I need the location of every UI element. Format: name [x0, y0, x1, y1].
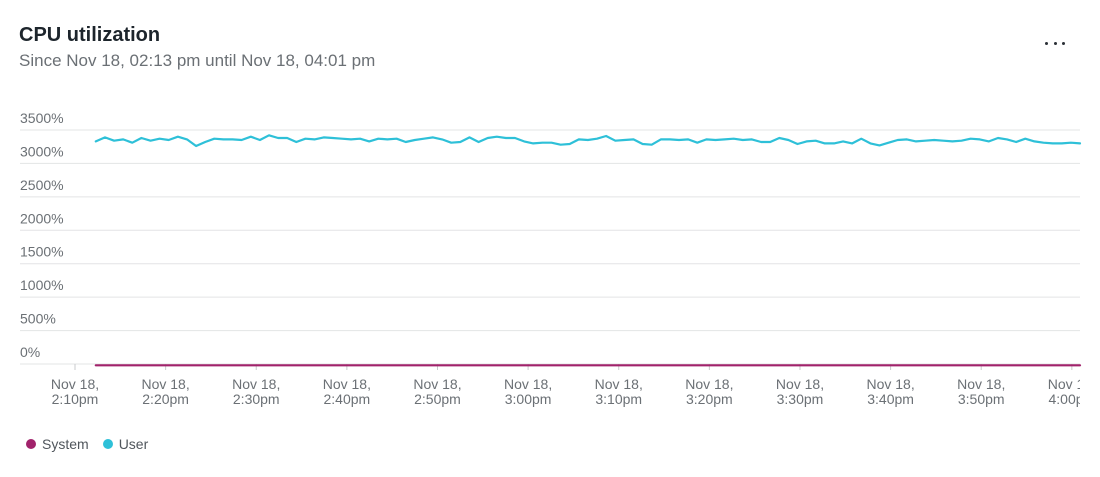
chart-subtitle: Since Nov 18, 02:13 pm until Nov 18, 04:… [19, 51, 376, 70]
y-tick-label: 3500% [20, 110, 64, 126]
x-tick-label: 2:30pm [233, 391, 280, 407]
x-tick-label: Nov 18, [866, 376, 914, 392]
x-tick-label: 3:30pm [777, 391, 824, 407]
x-tick-label: 2:10pm [52, 391, 99, 407]
legend-label-user: User [118, 436, 149, 452]
x-tick-label: 3:50pm [958, 391, 1005, 407]
x-tick-label: Nov 18, [685, 376, 733, 392]
more-options-button[interactable] [1045, 36, 1065, 50]
x-tick-label: 2:20pm [142, 391, 189, 407]
x-tick-label: Nov 18, [504, 376, 552, 392]
x-tick-label: Nov 18, [413, 376, 461, 392]
x-tick-label: Nov 18, [51, 376, 99, 392]
x-tick-label: 3:20pm [686, 391, 733, 407]
y-tick-label: 2000% [20, 210, 64, 226]
x-tick-label: Nov 18, [776, 376, 824, 392]
y-tick-label: 1500% [20, 244, 64, 260]
x-tick-label: Nov 18, [323, 376, 371, 392]
x-tick-label: Nov 18, [141, 376, 189, 392]
x-tick-label: 3:00pm [505, 391, 552, 407]
more-horizontal-icon [1045, 41, 1048, 45]
legend-item-user[interactable]: User [102, 436, 149, 452]
y-tick-label: 0% [20, 344, 40, 360]
chart-header: CPU utilization Since Nov 18, 02:13 pm u… [19, 22, 1081, 73]
legend-label-system: System [42, 436, 89, 452]
x-tick-label: 3:10pm [595, 391, 642, 407]
x-tick-label: Nov 18, [1048, 376, 1096, 392]
legend-swatch-system [26, 439, 36, 449]
legend-swatch-user [102, 439, 113, 449]
more-horizontal-icon-dot [1053, 41, 1057, 45]
x-tick-label: 3:40pm [867, 391, 914, 407]
x-tick-label: 4:00pm [1048, 391, 1095, 407]
y-tick-label: 1000% [20, 277, 64, 293]
x-tick-label: 2:40pm [324, 391, 371, 407]
chart-title: CPU utilization [19, 24, 161, 46]
x-tick-label: Nov 18, [232, 376, 280, 392]
y-tick-label: 500% [20, 311, 56, 327]
more-horizontal-icon-dot [1062, 41, 1065, 45]
x-tick-label: Nov 18, [595, 376, 643, 392]
x-tick-label: Nov 18, [957, 376, 1005, 392]
y-tick-label: 3000% [20, 143, 64, 159]
legend-item-system[interactable]: System [26, 436, 89, 452]
chart-legend: System User [26, 436, 162, 452]
y-tick-label: 2500% [20, 177, 64, 193]
x-tick-label: 2:50pm [414, 391, 461, 407]
series-line-user [94, 134, 1082, 148]
